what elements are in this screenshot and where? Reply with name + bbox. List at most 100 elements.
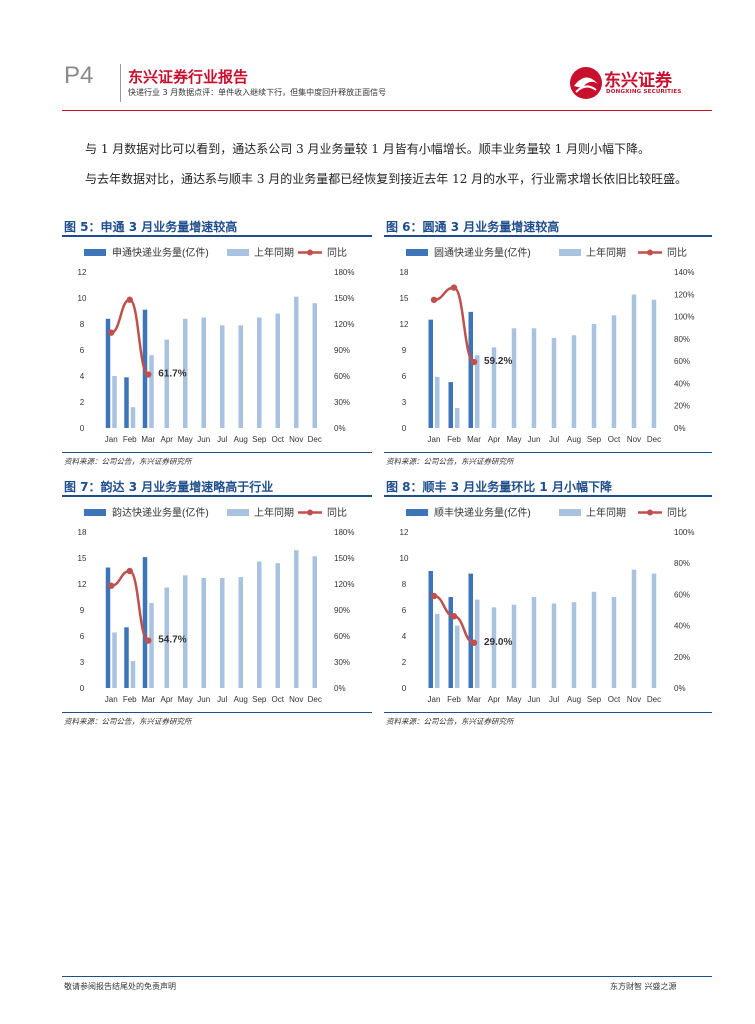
legend-swatch-current [84, 509, 106, 516]
bar-current [105, 318, 111, 428]
legend-marker-yoy [307, 249, 313, 256]
bar-last-year [220, 325, 225, 428]
y-tick-left: 15 [78, 554, 87, 563]
yoy-point [430, 296, 438, 304]
bar-last-year [183, 318, 188, 428]
yoy-point [108, 329, 115, 336]
bar-last-year [149, 603, 154, 688]
y-tick-right: 120% [334, 320, 354, 329]
y-tick-right: 40% [674, 622, 690, 631]
x-tick-label: Jul [549, 435, 559, 444]
figure-5-chart: 申通快递业务量(亿件) 上年同期 同比0246810120%30%60%90%120… [78, 246, 355, 444]
y-tick-right: 80% [674, 559, 690, 568]
legend-label-current: 韵达快递业务量(亿件) [112, 506, 209, 519]
legend-label-last-year: 上年同期 [586, 506, 626, 519]
bar-last-year [491, 607, 497, 688]
y-tick-right: 0% [674, 424, 686, 433]
legend-label-yoy: 同比 [327, 507, 347, 519]
bar-last-year [491, 347, 497, 428]
footer-rule [62, 976, 712, 977]
x-tick-label: Mar [467, 435, 481, 444]
yoy-line [110, 298, 150, 376]
y-tick-left: 6 [402, 606, 407, 615]
y-tick-left: 3 [402, 398, 407, 407]
x-tick-label: Jun [528, 435, 541, 444]
yoy-point [145, 637, 152, 644]
legend-swatch-current [406, 249, 428, 256]
x-tick-label: Dec [647, 695, 661, 704]
x-tick-label: Feb [447, 695, 461, 704]
bar-current [468, 311, 473, 428]
bar-last-year [164, 587, 169, 688]
legend-swatch-last-year [559, 509, 581, 516]
x-tick-label: Jul [217, 695, 227, 704]
x-tick-label: Oct [608, 695, 621, 704]
legend: 韵达快递业务量(亿件) 上年同期 同比 [84, 506, 347, 519]
bar-last-year [511, 328, 517, 428]
x-tick-label: Dec [308, 435, 322, 444]
legend-label-yoy: 同比 [327, 247, 347, 259]
x-tick-label: May [506, 695, 521, 704]
yoy-point [470, 639, 478, 646]
x-tick-label: Sep [587, 435, 602, 444]
paragraph-2: 与去年数据对比，通达系与顺丰 3 月的业务量都已经恢复到接近去年 12 月的水平… [85, 172, 688, 186]
y-tick-right: 40% [674, 379, 690, 388]
x-tick-label: Dec [308, 695, 322, 704]
bar-current [124, 377, 129, 428]
y-tick-left: 12 [400, 320, 409, 329]
bar-last-year [531, 328, 537, 428]
figure-5-title: 图 5：申通 3 月业务量增速较高 [64, 220, 238, 234]
yoy-annotation: 29.0% [484, 637, 512, 648]
bar-last-year [257, 317, 262, 428]
x-tick-label: Jan [428, 435, 441, 444]
bar-last-year [651, 299, 657, 428]
y-tick-right: 30% [334, 398, 350, 407]
bar-last-year [294, 296, 299, 428]
bar-last-year [112, 376, 117, 428]
x-tick-label: Mar [141, 435, 155, 444]
bar-last-year [201, 577, 206, 688]
bar-current [428, 571, 433, 688]
figure-6-bottom-rule [384, 452, 712, 453]
y-tick-left: 3 [80, 658, 85, 667]
bar-last-year [112, 632, 117, 688]
y-tick-right: 90% [334, 606, 350, 615]
y-tick-right: 100% [674, 313, 694, 322]
bar-current [448, 597, 453, 688]
paragraph-1: 与 1 月数据对比可以看到，通达系公司 3 月业务量较 1 月皆有小幅增长。顺丰… [85, 142, 651, 156]
bar-last-year [275, 563, 280, 688]
yoy-line [111, 569, 150, 642]
y-tick-right: 30% [334, 658, 350, 667]
bar-last-year [611, 597, 617, 688]
y-tick-left: 12 [78, 580, 87, 589]
company-logo [570, 67, 602, 99]
x-tick-label: Oct [608, 435, 621, 444]
yoy-point [108, 582, 115, 589]
legend-label-current: 圆通快递业务量(亿件) [434, 246, 531, 259]
bar-last-year [220, 577, 225, 688]
page-number: P4 [64, 62, 94, 89]
bar-last-year [511, 604, 517, 688]
x-tick-label: Feb [123, 695, 137, 704]
x-tick-label: Feb [123, 435, 137, 444]
bar-last-year [475, 355, 480, 428]
y-tick-left: 10 [78, 294, 87, 303]
bar-last-year [571, 335, 577, 428]
bar-last-year [275, 313, 280, 428]
legend-swatch-current [84, 249, 106, 256]
x-tick-label: Aug [567, 435, 581, 444]
logo-en-text: DONGXING SECURITIES [606, 89, 682, 95]
report-title: 东兴证券行业报告 [128, 68, 249, 86]
figure-5-rule [62, 235, 372, 237]
x-tick-label: Jan [428, 695, 441, 704]
y-tick-left: 9 [80, 606, 85, 615]
y-tick-right: 0% [334, 424, 346, 433]
legend-label-current: 顺丰快递业务量(亿件) [434, 506, 531, 519]
y-tick-right: 140% [674, 268, 694, 277]
bar-last-year [435, 376, 440, 428]
x-tick-label: Nov [289, 695, 303, 704]
legend-label-current: 申通快递业务量(亿件) [112, 246, 209, 259]
bar-last-year [238, 325, 243, 428]
bar-current [124, 627, 129, 688]
bar-last-year [551, 603, 557, 688]
